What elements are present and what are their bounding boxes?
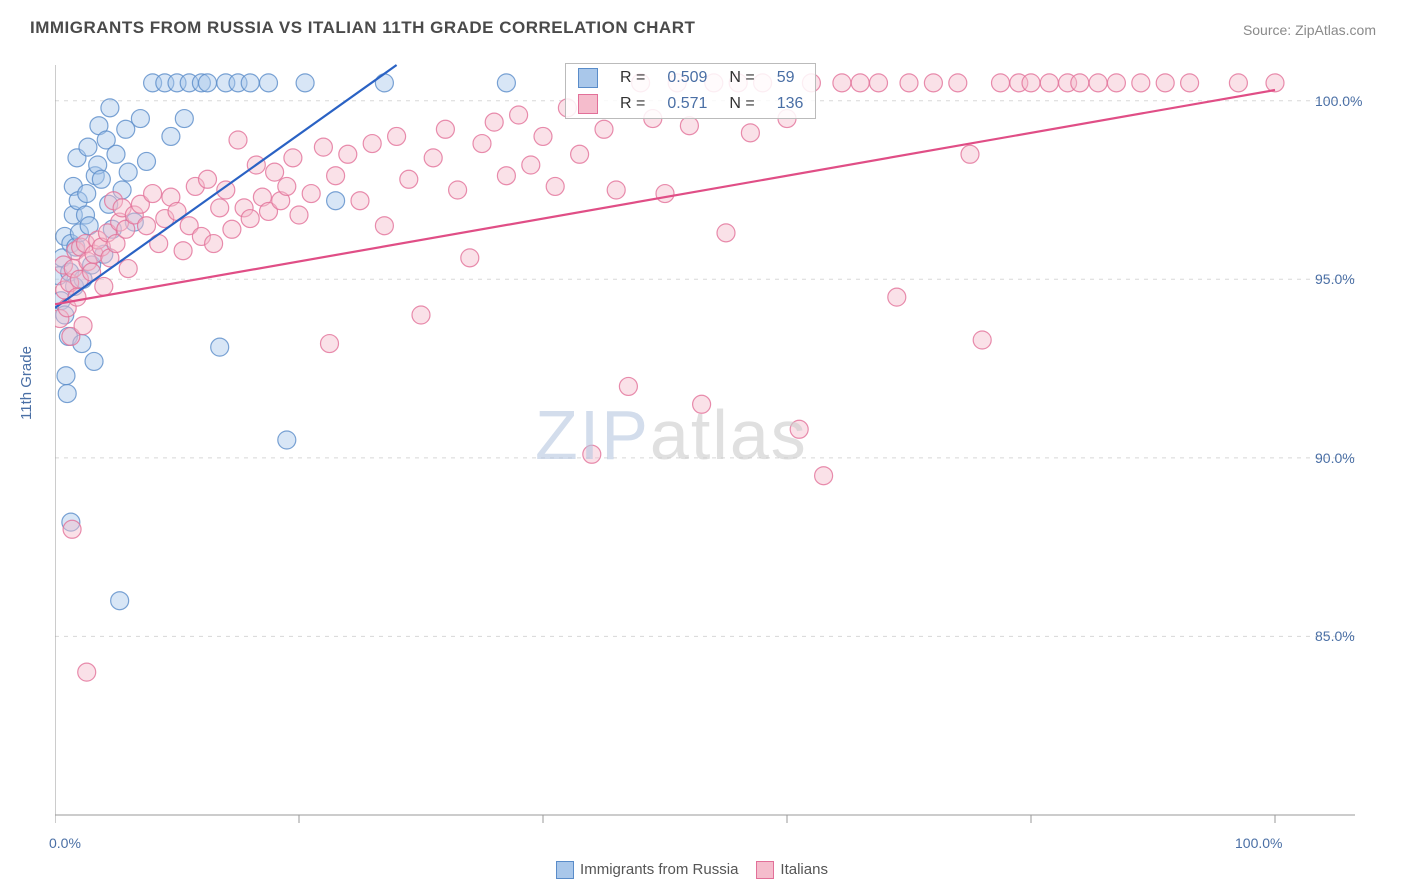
y-tick-label: 90.0% [1315, 450, 1355, 466]
scatter-chart [55, 55, 1355, 825]
x-tick-label: 0.0% [49, 835, 81, 851]
y-tick-label: 100.0% [1315, 93, 1362, 109]
correlation-stats-box: R =0.509N =59R =0.571N =136 [565, 63, 816, 119]
chart-area: ZIPatlas R =0.509N =59R =0.571N =136 [55, 55, 1355, 825]
y-tick-label: 85.0% [1315, 628, 1355, 644]
y-tick-label: 95.0% [1315, 271, 1355, 287]
x-tick-label: 100.0% [1235, 835, 1282, 851]
y-axis-label: 11th Grade [18, 346, 35, 420]
legend: Immigrants from RussiaItalians [0, 861, 1366, 879]
source-label: Source: ZipAtlas.com [1243, 22, 1376, 38]
chart-title: IMMIGRANTS FROM RUSSIA VS ITALIAN 11TH G… [30, 18, 695, 38]
